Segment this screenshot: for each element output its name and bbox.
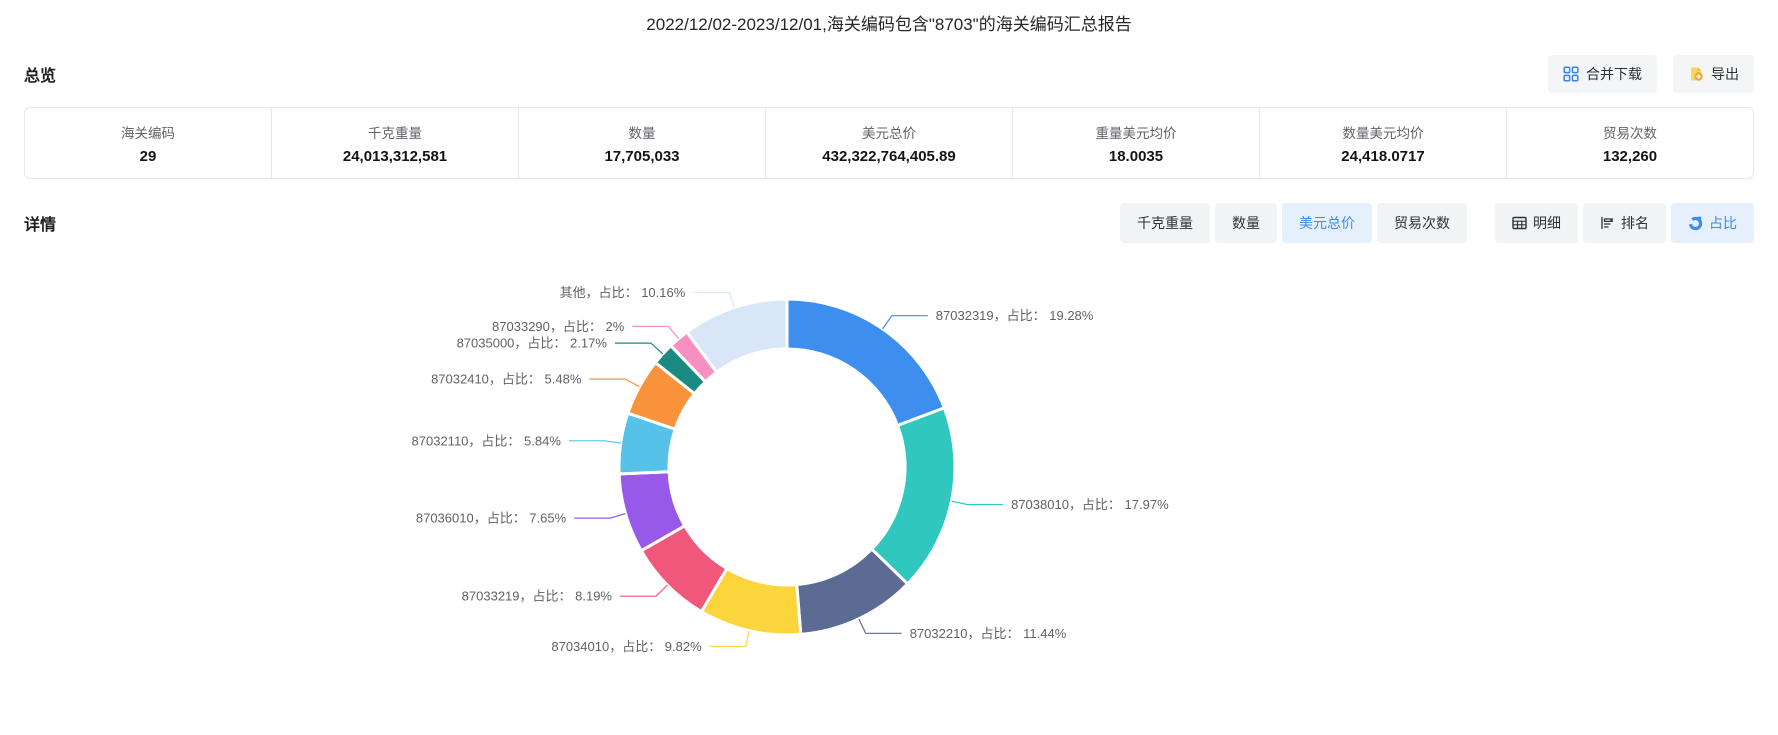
donut-chart: 87032319，占比： 19.28% 87038010，占比： 17.97% 87… xyxy=(24,249,1754,701)
merge-download-button[interactable]: 合并下载 xyxy=(1548,55,1657,93)
label-line xyxy=(951,500,1004,506)
header-actions: 合并下载 导出 xyxy=(1548,55,1754,93)
pie-slice-其他[interactable] xyxy=(685,297,789,374)
tab-detail[interactable]: 明细 xyxy=(1495,203,1578,243)
stat-cell: 数量美元均价 24,418.0717 xyxy=(1259,108,1506,178)
donut-icon xyxy=(1688,216,1703,231)
merge-download-label: 合并下载 xyxy=(1586,66,1642,82)
stat-label: 重量美元均价 xyxy=(1095,125,1177,141)
slice-label: 其他，占比： 10.16% xyxy=(560,285,686,300)
label-line xyxy=(614,342,664,355)
table-icon xyxy=(1512,216,1527,230)
label-line xyxy=(574,513,626,519)
label-line xyxy=(620,584,668,597)
rank-icon xyxy=(1600,216,1615,230)
tab-label: 数量 xyxy=(1232,215,1260,231)
slice-label: 87032210，占比： 11.44% xyxy=(910,626,1067,641)
stat-label: 数量 xyxy=(628,125,656,141)
detail-header: 详情 千克重量 数量 美元总价 贸易次数 明细 排名 占比 xyxy=(24,203,1754,243)
stat-value: 132,260 xyxy=(1602,147,1658,165)
tab-ratio[interactable]: 占比 xyxy=(1671,203,1754,243)
export-label: 导出 xyxy=(1711,66,1739,82)
stat-label: 贸易次数 xyxy=(1603,125,1657,141)
stat-value: 432,322,764,405.89 xyxy=(822,147,956,165)
tab-label: 占比 xyxy=(1709,215,1737,231)
overview-stats-card: 海关编码 29 千克重量 24,013,312,581 数量 17,705,033 美元总价… xyxy=(24,107,1754,179)
tab-label: 千克重量 xyxy=(1137,215,1193,231)
slice-label: 87038010，占比： 17.97% xyxy=(1011,497,1169,512)
export-icon xyxy=(1688,66,1704,82)
pie-slice-87032319[interactable] xyxy=(785,297,946,427)
slice-label: 87033219，占比： 8.19% xyxy=(462,589,613,604)
page-title: 2022/12/02-2023/12/01,海关编码包含"8703"的海关编码汇… xyxy=(646,15,1132,34)
stat-cell: 贸易次数 132,260 xyxy=(1506,108,1753,178)
tab-trade-count[interactable]: 贸易次数 xyxy=(1377,203,1467,243)
slice-label: 87033290，占比： 2% xyxy=(492,319,625,334)
tab-label: 明细 xyxy=(1533,215,1561,231)
stat-cell: 千克重量 24,013,312,581 xyxy=(271,108,518,178)
slice-label: 87032319，占比： 19.28% xyxy=(936,308,1094,323)
stat-label: 千克重量 xyxy=(368,125,422,141)
stat-value: 29 xyxy=(139,147,157,165)
label-line xyxy=(858,618,902,634)
stat-label: 数量美元均价 xyxy=(1342,125,1424,141)
pie-slice-87038010[interactable] xyxy=(870,406,957,586)
overview-heading: 总览 xyxy=(24,68,57,85)
label-line xyxy=(709,630,750,647)
stat-label: 海关编码 xyxy=(121,125,175,141)
view-tab-group: 明细 排名 占比 xyxy=(1495,203,1754,243)
slice-label: 87034010，占比： 9.82% xyxy=(551,639,702,654)
donut-chart-svg: 87032319，占比： 19.28% 87038010，占比： 17.97% 87… xyxy=(412,285,1170,654)
tab-quantity[interactable]: 数量 xyxy=(1215,203,1277,243)
overview-header: 总览 合并下载 xyxy=(24,55,1754,93)
export-button[interactable]: 导出 xyxy=(1673,55,1754,93)
tab-kg-weight[interactable]: 千克重量 xyxy=(1120,203,1210,243)
slice-label: 87036010，占比： 7.65% xyxy=(416,511,567,526)
stat-cell: 数量 17,705,033 xyxy=(518,108,765,178)
metric-tab-group: 千克重量 数量 美元总价 贸易次数 xyxy=(1120,203,1467,243)
tab-rank[interactable]: 排名 xyxy=(1583,203,1666,243)
stat-cell: 美元总价 432,322,764,405.89 xyxy=(765,108,1012,178)
slice-label: 87035000，占比： 2.17% xyxy=(457,336,608,351)
stat-label: 美元总价 xyxy=(862,125,916,141)
tab-label: 美元总价 xyxy=(1299,215,1355,231)
tab-label: 贸易次数 xyxy=(1394,215,1450,231)
label-line xyxy=(632,325,680,339)
label-line xyxy=(693,291,735,308)
stat-cell: 重量美元均价 18.0035 xyxy=(1012,108,1259,178)
stat-value: 24,418.0717 xyxy=(1341,147,1425,165)
slice-label: 87032410，占比： 5.48% xyxy=(431,372,582,387)
tab-area: 千克重量 数量 美元总价 贸易次数 明细 排名 占比 xyxy=(1120,203,1754,243)
stat-value: 18.0035 xyxy=(1108,147,1164,165)
stat-value: 24,013,312,581 xyxy=(342,147,448,165)
detail-heading: 详情 xyxy=(24,217,57,234)
stat-cell: 海关编码 29 xyxy=(25,108,271,178)
tab-usd-total[interactable]: 美元总价 xyxy=(1282,203,1372,243)
slice-label: 87032110，占比： 5.84% xyxy=(412,433,562,448)
tab-label: 排名 xyxy=(1621,215,1649,231)
label-line xyxy=(568,440,621,444)
stat-value: 17,705,033 xyxy=(604,147,680,165)
label-line xyxy=(882,315,928,330)
label-line xyxy=(589,378,640,388)
merge-download-icon xyxy=(1563,66,1579,82)
